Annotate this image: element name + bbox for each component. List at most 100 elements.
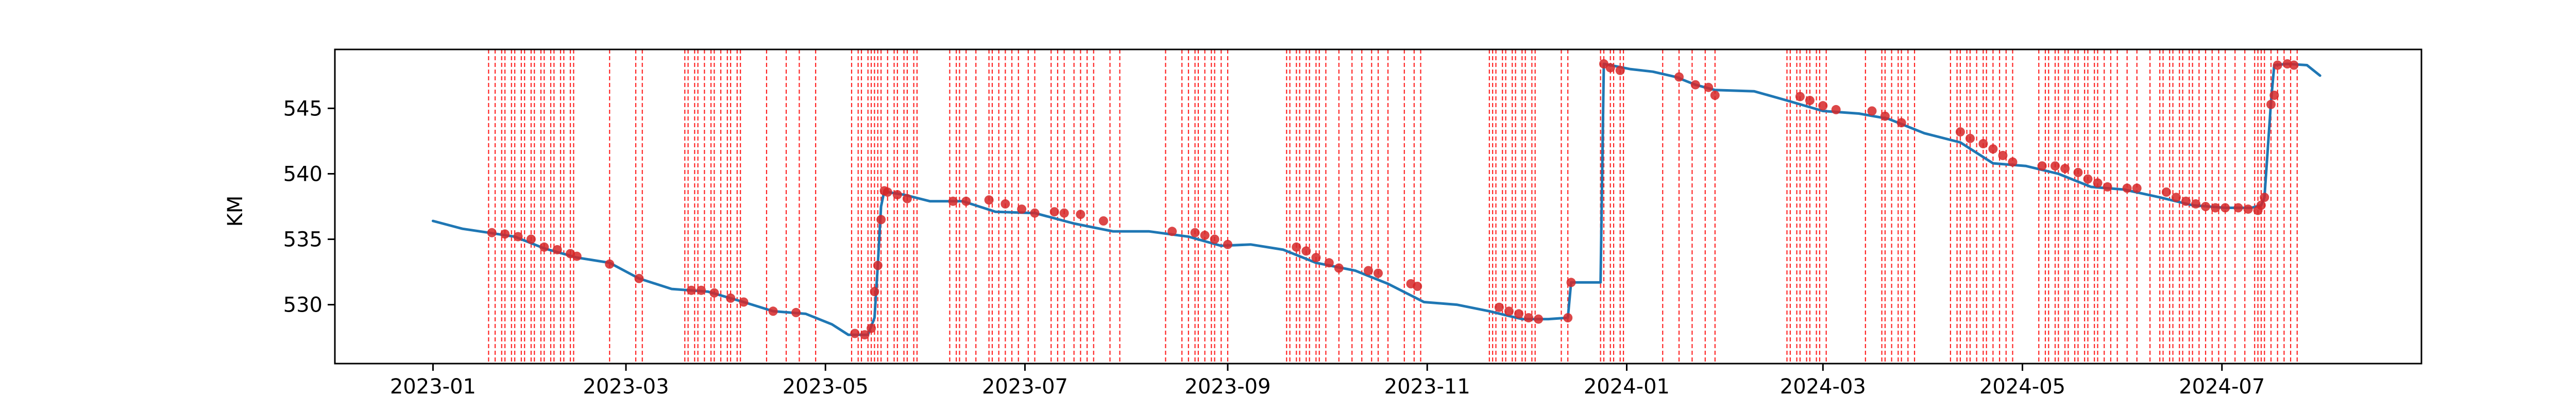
data-point [1955, 127, 1965, 137]
data-point [1001, 199, 1010, 209]
data-point [513, 232, 523, 242]
event-lines [488, 49, 2298, 364]
data-point [1965, 133, 1975, 143]
x-tick-label: 2023-03 [583, 375, 669, 399]
data-point [2050, 161, 2060, 171]
y-axis: 530 535 540 545 [283, 97, 335, 317]
data-point [870, 287, 879, 297]
y-tick-label: 535 [283, 228, 323, 252]
data-point [1098, 216, 1108, 226]
data-point [1867, 106, 1877, 116]
data-point [2221, 203, 2230, 213]
data-point [1334, 263, 1344, 273]
data-point [1504, 306, 1514, 316]
data-point [2191, 199, 2200, 209]
x-tick-label: 2023-11 [1384, 375, 1470, 399]
data-point [1049, 207, 1059, 217]
data-point [1514, 309, 1523, 319]
data-point [1210, 234, 1219, 244]
data-point [2122, 183, 2132, 193]
x-tick-label: 2024-07 [2179, 375, 2265, 399]
y-axis-label: KM [224, 196, 247, 227]
data-point [1704, 82, 1714, 92]
x-tick-label: 2024-01 [1584, 375, 1670, 399]
data-point [500, 229, 510, 239]
data-point [1978, 139, 1988, 148]
data-point [487, 228, 497, 237]
data-point [1311, 253, 1321, 263]
data-point [1167, 227, 1177, 236]
x-tick-label: 2023-07 [982, 375, 1068, 399]
data-point [1988, 144, 1998, 154]
data-point [2008, 157, 2018, 167]
data-point [1190, 228, 1200, 237]
data-point [867, 323, 876, 333]
data-point [2269, 91, 2279, 100]
data-point [1076, 210, 1086, 219]
data-point [1818, 101, 1828, 111]
data-point [1710, 91, 1720, 100]
data-point [2260, 193, 2269, 202]
data-point [876, 215, 886, 225]
data-point [1524, 313, 1533, 322]
data-point [605, 259, 615, 269]
series-line [431, 62, 2321, 336]
data-point [902, 194, 912, 203]
data-point [2289, 60, 2299, 70]
data-point [2171, 193, 2181, 202]
data-point [2181, 196, 2191, 206]
data-point [1059, 208, 1069, 218]
data-point [2037, 161, 2047, 171]
data-point [1301, 246, 1311, 256]
data-point [526, 234, 536, 244]
data-point [2211, 203, 2221, 213]
data-point [1200, 230, 1210, 240]
data-point [1292, 242, 1301, 252]
data-point [686, 285, 696, 295]
data-point [2256, 200, 2266, 210]
data-point [2161, 187, 2171, 197]
data-point [1690, 80, 1700, 90]
data-point [2273, 60, 2282, 70]
data-point [2243, 204, 2253, 214]
data-point [726, 293, 736, 303]
data-point [552, 245, 562, 254]
data-point [961, 196, 971, 206]
data-point [739, 297, 749, 307]
data-point [1223, 239, 1232, 249]
data-point [1563, 313, 1573, 322]
data-point [1374, 268, 1383, 278]
y-tick-label: 545 [283, 97, 323, 121]
data-point [984, 195, 994, 205]
data-point [1831, 105, 1841, 114]
data-point [850, 329, 860, 338]
data-series [431, 59, 2321, 340]
data-point [892, 190, 902, 200]
data-point [697, 285, 706, 295]
data-point [1494, 302, 1504, 312]
data-point [2233, 203, 2243, 213]
data-point [1364, 266, 1373, 276]
data-point [768, 306, 778, 316]
data-point [791, 307, 801, 317]
data-point [572, 251, 582, 261]
data-point [1880, 111, 1890, 121]
data-point [1566, 278, 1576, 287]
data-point [883, 187, 892, 197]
y-tick-label: 530 [283, 294, 323, 317]
data-point [2266, 99, 2276, 109]
data-point [539, 242, 549, 252]
x-tick-label: 2024-03 [1780, 375, 1866, 399]
data-point [2073, 167, 2083, 177]
plot-frame [334, 48, 2422, 365]
data-point [2083, 174, 2093, 184]
y-tick-label: 540 [283, 162, 323, 186]
data-point [1896, 118, 1906, 128]
data-point [1017, 204, 1027, 214]
data-point [709, 288, 719, 298]
data-point [1413, 282, 1422, 291]
data-point [948, 196, 958, 206]
data-point [634, 273, 644, 283]
